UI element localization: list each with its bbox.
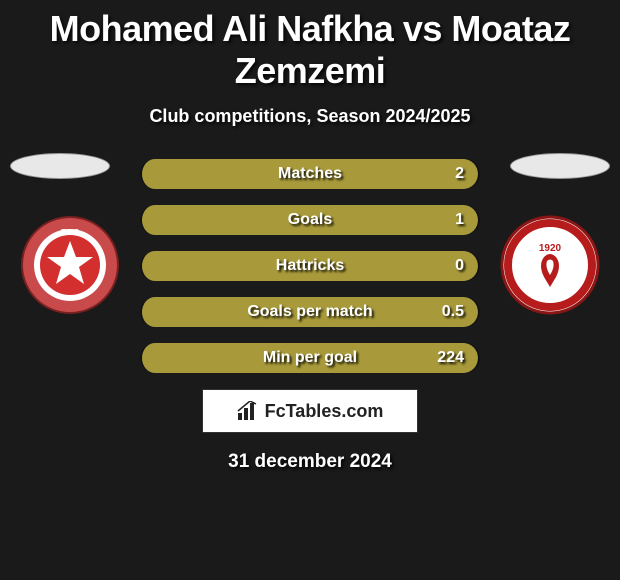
subtitle: Club competitions, Season 2024/2025 bbox=[0, 106, 620, 127]
stats-list: Matches 2 Goals 1 Hattricks 0 Goals per match 0… bbox=[140, 159, 480, 373]
stat-label: Matches bbox=[278, 165, 342, 183]
brand-label: FcTables.com bbox=[265, 401, 384, 422]
stat-value-right: 0 bbox=[455, 257, 464, 275]
stat-row: Goals per match 0.5 bbox=[140, 297, 480, 327]
stat-label: Hattricks bbox=[276, 257, 344, 275]
stat-value-right: 1 bbox=[455, 211, 464, 229]
svg-text:E.S.S: E.S.S bbox=[61, 229, 79, 236]
svg-text:1920: 1920 bbox=[539, 243, 562, 254]
player-left-avatar bbox=[10, 153, 110, 179]
avatar-placeholder bbox=[510, 153, 610, 179]
club-africain-badge-icon: 1920 bbox=[500, 215, 600, 315]
avatar-placeholder bbox=[10, 153, 110, 179]
club-badge-right: 1920 bbox=[500, 215, 600, 315]
stat-value-right: 0.5 bbox=[442, 303, 464, 321]
stat-label: Goals per match bbox=[247, 303, 372, 321]
club-badge-left: E.S.S bbox=[20, 215, 120, 315]
date-label: 31 december 2024 bbox=[0, 451, 620, 473]
stat-label: Goals bbox=[288, 211, 332, 229]
stat-row: Matches 2 bbox=[140, 159, 480, 189]
player-right-avatar bbox=[510, 153, 610, 179]
stat-row: Hattricks 0 bbox=[140, 251, 480, 281]
stat-row: Goals 1 bbox=[140, 205, 480, 235]
comparison-panel: E.S.S 1920 Matches 2 Goals 1 Hattricks 0 Goals… bbox=[0, 159, 620, 473]
stat-value-right: 2 bbox=[455, 165, 464, 183]
stat-row: Min per goal 224 bbox=[140, 343, 480, 373]
stat-value-right: 224 bbox=[437, 349, 464, 367]
brand-box: FcTables.com bbox=[202, 389, 418, 433]
chart-icon bbox=[237, 401, 259, 421]
ess-badge-icon: E.S.S bbox=[20, 215, 120, 315]
page-title: Mohamed Ali Nafkha vs Moataz Zemzemi bbox=[0, 0, 620, 92]
stat-label: Min per goal bbox=[263, 349, 357, 367]
